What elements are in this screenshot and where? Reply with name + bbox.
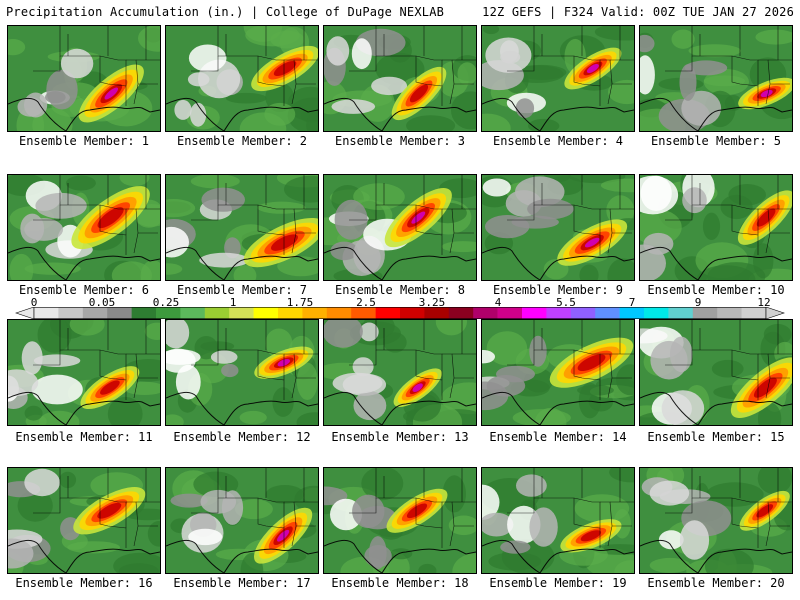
colorbar-swatch	[692, 307, 718, 319]
panel-caption: Ensemble Member: 17	[173, 576, 311, 590]
panel-caption: Ensemble Member: 18	[331, 576, 469, 590]
header-title-right: 12Z GEFS | F324 Valid: 00Z TUE JAN 27 20…	[482, 5, 794, 19]
colorbar-swatch	[253, 307, 279, 319]
colorbar-swatch	[58, 307, 84, 319]
panel-caption: Ensemble Member: 8	[334, 283, 466, 297]
colorbar-swatch	[131, 307, 157, 319]
colorbar-swatch	[278, 307, 303, 319]
colorbar-tick-label: 0	[30, 296, 38, 309]
colorbar-tick-label: 0.25	[152, 296, 180, 309]
panel-caption: Ensemble Member: 7	[176, 283, 308, 297]
ensemble-map-member-17	[165, 467, 319, 574]
panel-caption: Ensemble Member: 20	[647, 576, 785, 590]
ensemble-map-member-2	[165, 25, 319, 132]
colorbar-swatch	[644, 307, 669, 319]
colorbar-tick-label: 1.75	[286, 296, 314, 309]
panel-caption: Ensemble Member: 5	[650, 134, 782, 148]
ensemble-map-member-15	[639, 319, 793, 426]
ensemble-map-member-5	[639, 25, 793, 132]
panel-caption: Ensemble Member: 15	[647, 430, 785, 444]
ensemble-map-member-13	[323, 319, 477, 426]
colorbar-swatch	[497, 307, 523, 319]
panel-caption: Ensemble Member: 2	[176, 134, 308, 148]
colorbar-swatch	[34, 307, 59, 319]
colorbar-tick-label: 7	[628, 296, 636, 309]
ensemble-map-member-18	[323, 467, 477, 574]
colorbar-swatch	[668, 307, 694, 319]
colorbar-swatch	[741, 307, 767, 319]
colorbar-swatch	[229, 307, 254, 319]
ensemble-map-member-6	[7, 174, 161, 281]
colorbar-swatch	[448, 307, 474, 319]
panel-caption: Ensemble Member: 3	[334, 134, 466, 148]
panel-caption: Ensemble Member: 11	[15, 430, 153, 444]
ensemble-map-member-20	[639, 467, 793, 574]
ensemble-map-member-12	[165, 319, 319, 426]
colorbar-tick-label: 2.5	[356, 296, 376, 309]
panel-caption: Ensemble Member: 14	[489, 430, 627, 444]
colorbar-swatch	[351, 307, 376, 319]
ensemble-map-member-14	[481, 319, 635, 426]
ensemble-map-member-16	[7, 467, 161, 574]
header-title-left: Precipitation Accumulation (in.) | Colle…	[6, 5, 445, 19]
colorbar-arrow-left	[15, 307, 35, 319]
colorbar-tick-label: 9	[694, 296, 702, 309]
colorbar-swatch	[375, 307, 401, 319]
colorbar-tick-label: 0.05	[88, 296, 116, 309]
colorbar-swatch	[619, 307, 645, 319]
colorbar-swatch	[522, 307, 547, 319]
colorbar-swatch	[570, 307, 596, 319]
colorbar-tick-label: 1	[229, 296, 237, 309]
ensemble-map-member-7	[165, 174, 319, 281]
colorbar-swatch	[424, 307, 450, 319]
colorbar-swatch	[326, 307, 352, 319]
colorbar-swatch	[302, 307, 328, 319]
ensemble-map-member-4	[481, 25, 635, 132]
colorbar-swatch	[595, 307, 620, 319]
colorbar-swatch	[107, 307, 132, 319]
colorbar-swatch	[204, 307, 230, 319]
colorbar-swatch	[546, 307, 572, 319]
colorbar-tick-label: 3.25	[418, 296, 446, 309]
ensemble-map-member-11	[7, 319, 161, 426]
panel-caption: Ensemble Member: 12	[173, 430, 311, 444]
ensemble-map-member-1	[7, 25, 161, 132]
colorbar-arrow-right	[765, 307, 785, 319]
colorbar-swatch	[400, 307, 425, 319]
ensemble-map-member-10	[639, 174, 793, 281]
colorbar-tick-label: 4	[494, 296, 502, 309]
ensemble-map-member-9	[481, 174, 635, 281]
colorbar-swatch	[717, 307, 742, 319]
ensemble-map-member-8	[323, 174, 477, 281]
colorbar-tick-label: 12	[757, 296, 771, 309]
colorbar-swatch	[82, 307, 108, 319]
ensemble-map-member-3	[323, 25, 477, 132]
colorbar	[15, 307, 785, 319]
panel-caption: Ensemble Member: 6	[18, 283, 150, 297]
panel-caption: Ensemble Member: 10	[647, 283, 785, 297]
colorbar-swatch	[180, 307, 206, 319]
panel-caption: Ensemble Member: 1	[18, 134, 150, 148]
panel-caption: Ensemble Member: 9	[492, 283, 624, 297]
ensemble-map-member-19	[481, 467, 635, 574]
colorbar-swatch	[156, 307, 181, 319]
colorbar-swatch	[473, 307, 498, 319]
colorbar-tick-label: 5.5	[556, 296, 576, 309]
panel-caption: Ensemble Member: 13	[331, 430, 469, 444]
panel-caption: Ensemble Member: 4	[492, 134, 624, 148]
panel-caption: Ensemble Member: 16	[15, 576, 153, 590]
colorbar-labels: 0 0.05 0.25 1 1.75 2.5 3.25 4 5.5 7 9 12	[0, 296, 800, 309]
panel-caption: Ensemble Member: 19	[489, 576, 627, 590]
